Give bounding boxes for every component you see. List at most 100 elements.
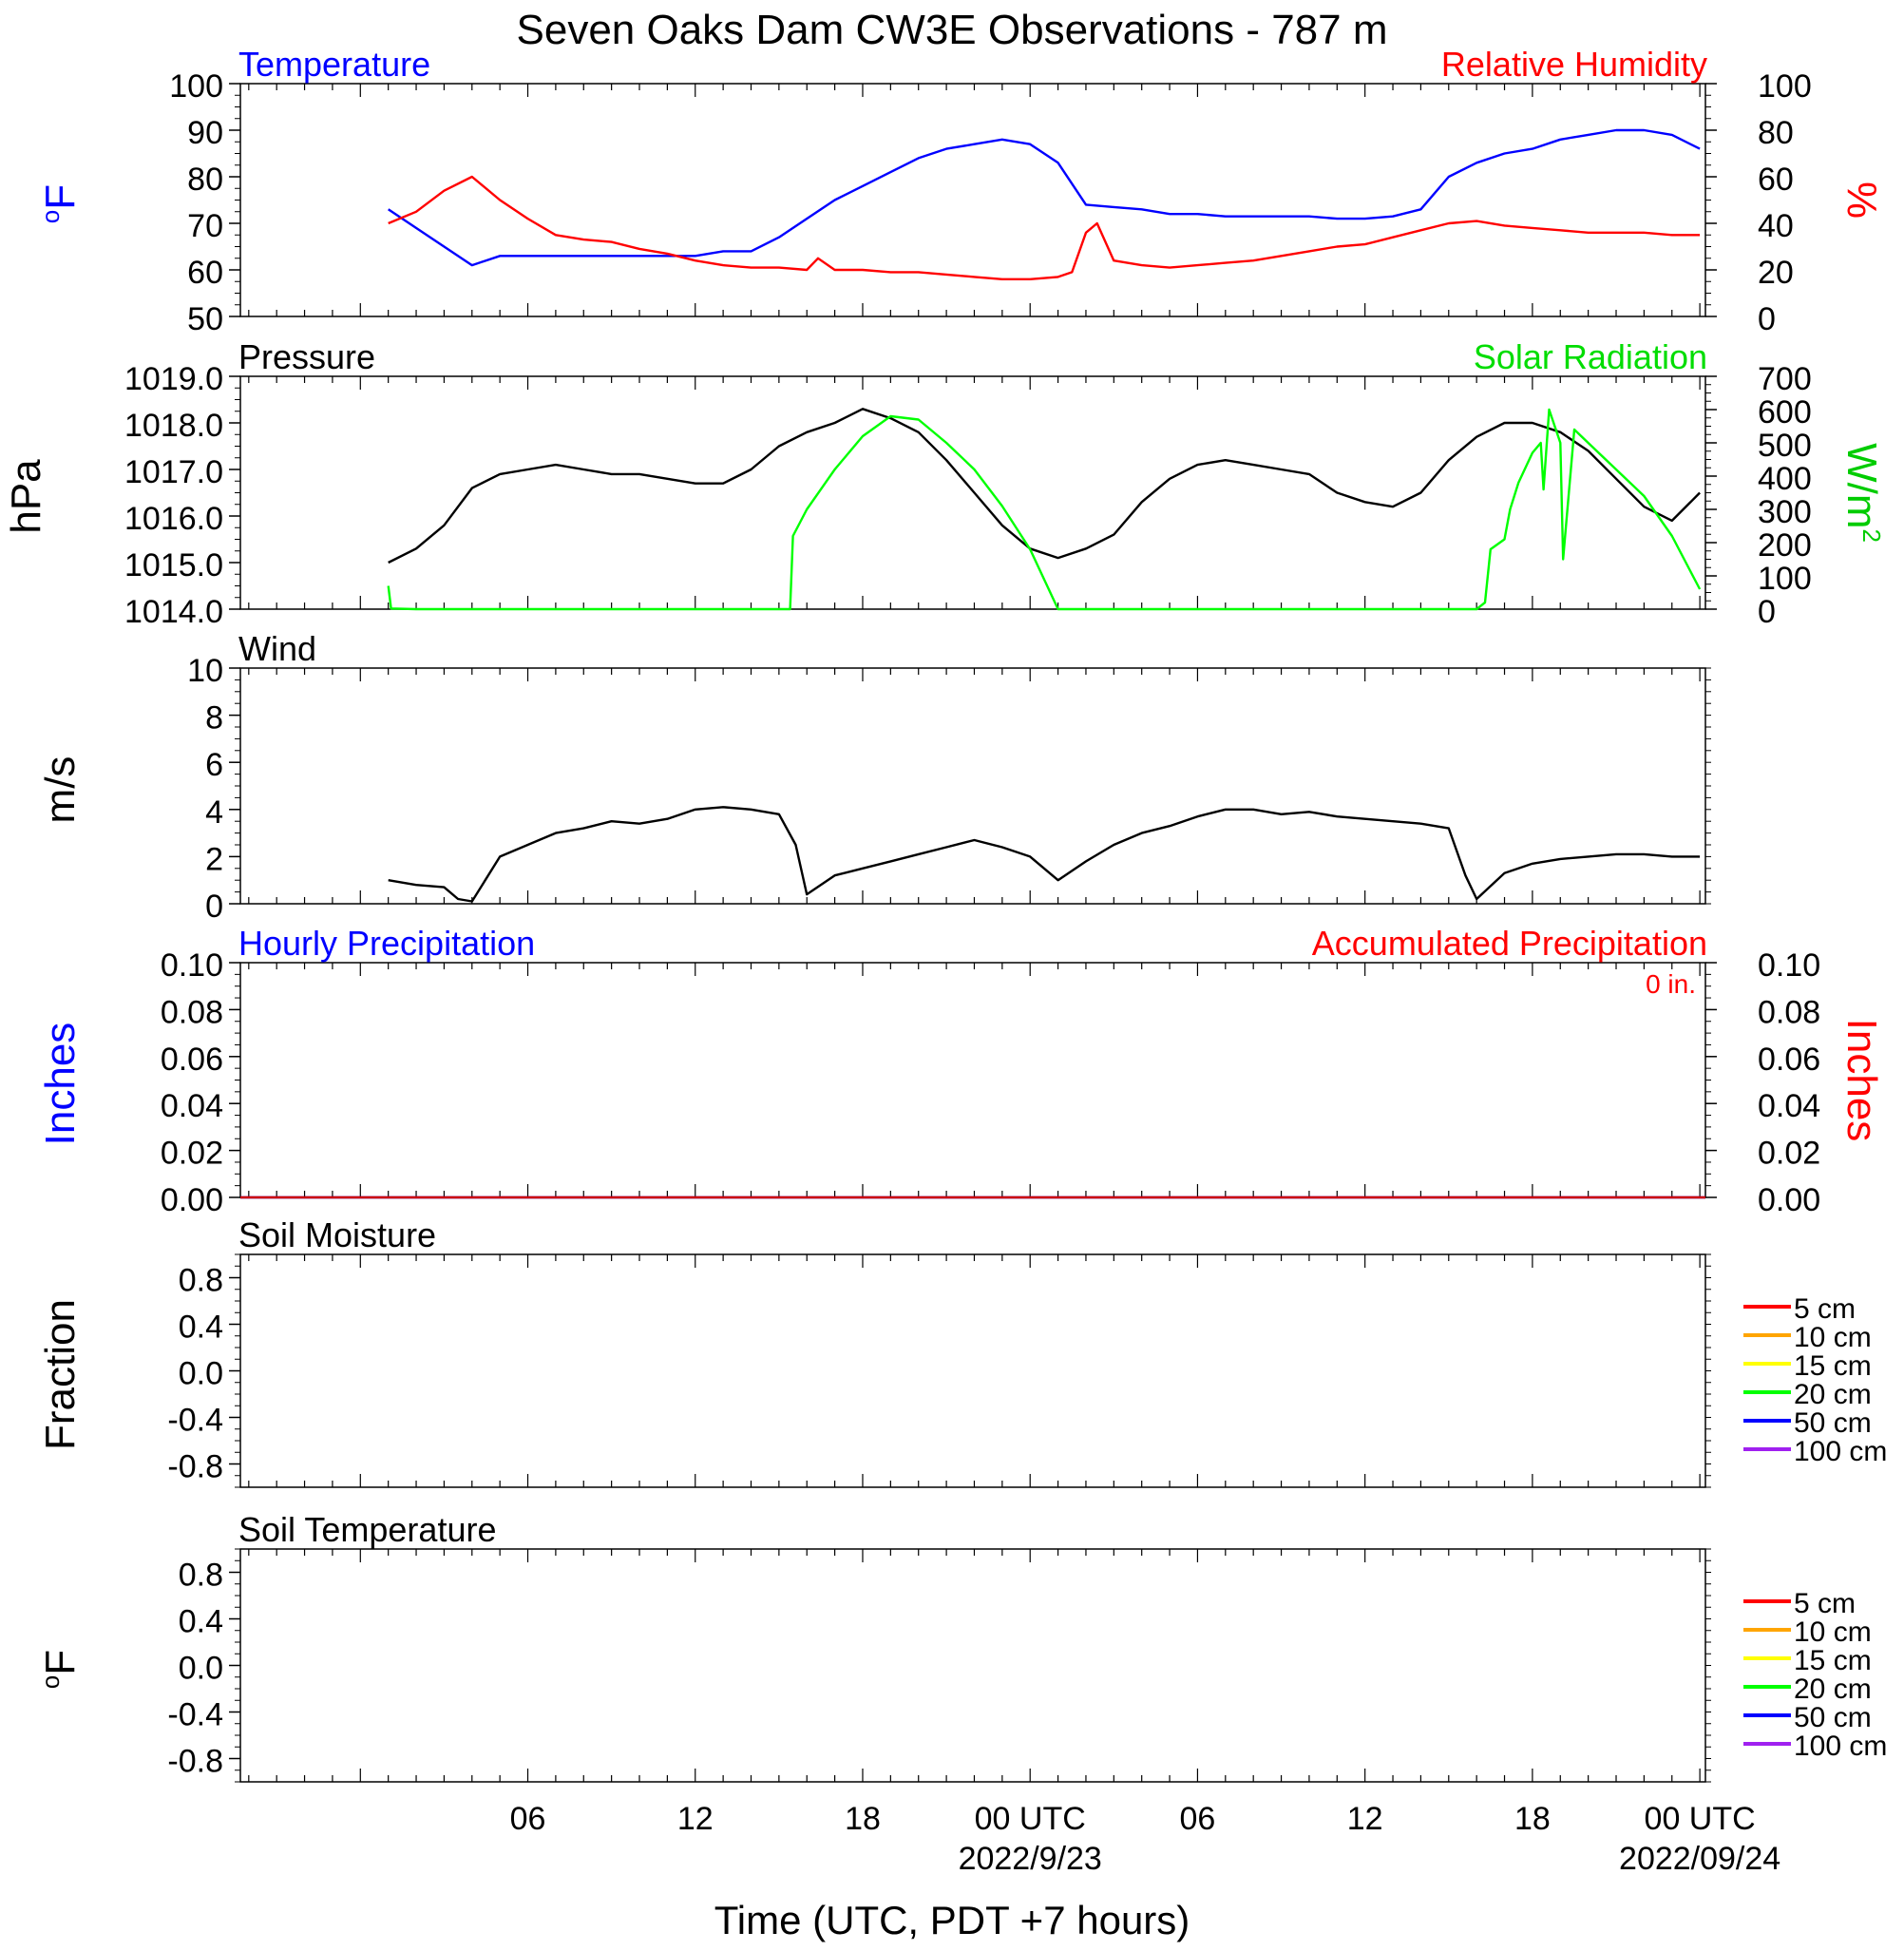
y-tick-label-left: 0.10 (161, 947, 223, 984)
y-tick-label-left: 80 (187, 162, 223, 198)
x-tick-label: 12 (1347, 1801, 1383, 1837)
y-tick-label-left: 60 (187, 255, 223, 291)
panel-title-left: Temperature (238, 45, 430, 84)
panel-title-right: Accumulated Precipitation (1312, 924, 1707, 963)
x-tick-label: 18 (1514, 1801, 1551, 1837)
x-axis-label: Time (UTC, PDT +7 hours) (714, 1898, 1190, 1942)
y-axis-label-left: hPa (3, 459, 49, 534)
y-tick-label-left: 0.0 (179, 1356, 223, 1392)
y-tick-label-left: 90 (187, 115, 223, 151)
y-tick-label-left: 0.02 (161, 1136, 223, 1172)
y-tick-label-left: 1018.0 (124, 408, 223, 444)
y-tick-label-left: -0.4 (167, 1697, 223, 1733)
panel-title-left: Soil Moisture (238, 1215, 436, 1254)
y-tick-label-right: 0.06 (1758, 1042, 1820, 1078)
legend-label: 100 cm (1794, 1731, 1887, 1762)
y-tick-label-right: 80 (1758, 115, 1794, 151)
y-tick-label-left: 1017.0 (124, 454, 223, 490)
legend-label: 100 cm (1794, 1436, 1887, 1467)
y-tick-label-left: 8 (205, 700, 223, 736)
series-line-temperature (388, 128, 1701, 267)
y-tick-label-left: 0 (205, 889, 223, 925)
y-tick-label-left: 10 (187, 653, 223, 689)
y-tick-label-left: 1015.0 (124, 547, 223, 583)
series-line-relative-humidity (388, 175, 1701, 280)
x-tick-label: 00 UTC (1645, 1801, 1756, 1837)
y-tick-label-left: 50 (187, 301, 223, 337)
y-tick-label-left: -0.4 (167, 1403, 223, 1439)
y-tick-label-left: 0.04 (161, 1088, 223, 1124)
panel-temperature-humidity: 50 60 70 80 90 100 0 20 40 60 80 100 Temperature Rela… (36, 45, 1885, 337)
y-tick-label-left: 0.8 (179, 1263, 223, 1299)
y-axis-label-right: % (1838, 182, 1885, 219)
y-tick-label-left: 0.06 (161, 1042, 223, 1078)
y-tick-label-right: 700 (1758, 361, 1812, 397)
legend-label: 20 cm (1794, 1674, 1872, 1705)
legend-label: 5 cm (1794, 1588, 1856, 1619)
x-tick-label: 18 (845, 1801, 881, 1837)
y-tick-label-left: 4 (205, 794, 223, 831)
panel-soil-moisture: -0.8 -0.4 0.0 0.4 0.8 Soil Moisture Fraction 5 … (37, 1215, 1887, 1488)
y-tick-label-left: 0.08 (161, 994, 223, 1030)
y-tick-label-right: 40 (1758, 208, 1794, 244)
y-tick-label-right: 400 (1758, 461, 1812, 497)
legend-label: 50 cm (1794, 1407, 1872, 1439)
panel-title-left: Wind (238, 629, 316, 668)
y-tick-label-right: 500 (1758, 428, 1812, 464)
y-tick-label-right: 600 (1758, 394, 1812, 430)
accumulated-precip-annotation: 0 in. (1646, 969, 1696, 999)
y-tick-label-right: 0 (1758, 594, 1776, 630)
y-tick-label-right: 20 (1758, 255, 1794, 291)
legend-label: 20 cm (1794, 1379, 1872, 1410)
legend-label: 15 cm (1794, 1350, 1872, 1382)
y-tick-label-left: 1019.0 (124, 361, 223, 397)
y-axis-label-left: m/s (37, 756, 84, 824)
x-axis: 06 12 18 00 UTC 06 12 18 00 UTC 2022/9/23 2022/09… (510, 1801, 1781, 1877)
panel-title-left: Pressure (238, 337, 375, 376)
y-tick-label-right: 100 (1758, 68, 1812, 105)
panel-title-right: Solar Radiation (1474, 337, 1707, 376)
y-tick-label-right: 0.04 (1758, 1088, 1820, 1124)
x-tick-label: 06 (510, 1801, 546, 1837)
y-tick-label-right: 0.08 (1758, 994, 1820, 1030)
y-tick-label-right: 60 (1758, 162, 1794, 198)
x-tick-label: 00 UTC (975, 1801, 1086, 1837)
panel-pressure-solar: 1014.0 1015.0 1016.0 1017.0 1018.0 1019.0 0100… (3, 337, 1886, 630)
y-tick-label-left: 1016.0 (124, 501, 223, 537)
x-tick-label: 06 (1180, 1801, 1216, 1837)
series-line-solar-radiation (387, 408, 1702, 611)
y-axis-label-left: Inches (37, 1023, 84, 1146)
y-axis-label-left: oF (36, 184, 84, 223)
y-tick-label-left: 2 (205, 841, 223, 877)
legend-label: 15 cm (1794, 1645, 1872, 1676)
panel-title-left: Hourly Precipitation (238, 924, 535, 963)
y-tick-label-right: 0.10 (1758, 947, 1820, 984)
y-axis-label-left: Fraction (37, 1299, 84, 1450)
y-tick-label-right: 100 (1758, 561, 1812, 597)
panel-title-right: Relative Humidity (1441, 45, 1707, 84)
y-tick-label-right: 200 (1758, 527, 1812, 564)
y-tick-label-left: 0.00 (161, 1182, 223, 1218)
y-axis-label-right: Inches (1838, 1019, 1885, 1142)
legend-label: 50 cm (1794, 1702, 1872, 1733)
y-tick-label-left: 70 (187, 208, 223, 244)
y-tick-label-right: 0.00 (1758, 1182, 1820, 1218)
y-tick-label-left: 0.4 (179, 1604, 223, 1640)
x-date-label: 2022/9/23 (959, 1841, 1102, 1877)
panel-precipitation: 0.00 0.02 0.04 0.06 0.08 0.10 0.00 0.02 0.04 0.06… (37, 924, 1885, 1218)
y-tick-label-right: 0 (1758, 301, 1776, 337)
x-tick-label: 12 (677, 1801, 714, 1837)
legend-label: 5 cm (1794, 1293, 1856, 1325)
legend-label: 10 cm (1794, 1322, 1872, 1353)
legend-label: 10 cm (1794, 1616, 1872, 1648)
y-tick-label-right: 0.02 (1758, 1136, 1820, 1172)
series-line-pressure (388, 408, 1701, 564)
series-line-wind (388, 806, 1701, 903)
y-axis-label-right: W/m2 (1838, 443, 1886, 543)
panel-wind: 0 2 4 6 8 10 Wind m/s (37, 629, 1711, 925)
y-tick-label-left: -0.8 (167, 1744, 223, 1780)
